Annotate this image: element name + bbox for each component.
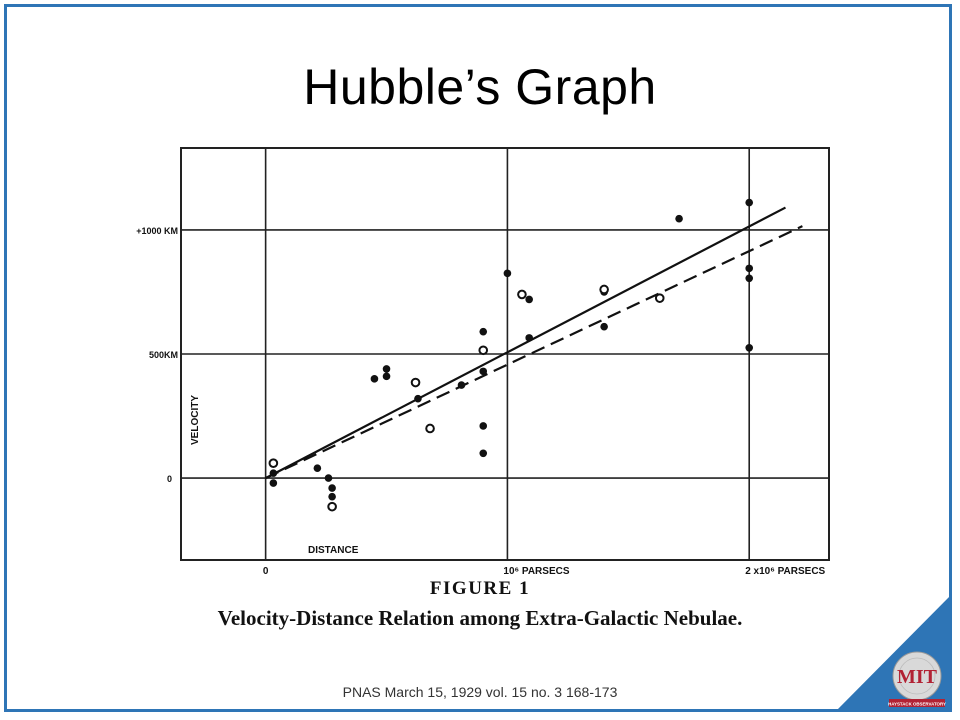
y-tick-label: 0 bbox=[167, 474, 172, 484]
data-point-filled bbox=[324, 474, 333, 482]
data-point-filled bbox=[525, 334, 533, 342]
data-point-filled bbox=[328, 484, 336, 492]
data-point-filled bbox=[745, 264, 754, 273]
data-point-open bbox=[425, 423, 435, 434]
data-point-filled bbox=[414, 394, 422, 403]
data-point-filled bbox=[479, 449, 488, 458]
data-point-open bbox=[654, 293, 665, 303]
data-point-open bbox=[517, 289, 527, 300]
data-point-filled bbox=[745, 198, 754, 207]
data-point-open bbox=[599, 284, 609, 295]
data-point-filled bbox=[457, 381, 466, 389]
dashed-fit-line bbox=[265, 225, 803, 480]
data-point-filled bbox=[328, 492, 336, 501]
data-point-filled bbox=[675, 214, 683, 223]
slide-frame bbox=[4, 4, 952, 712]
data-point-filled bbox=[525, 295, 533, 304]
y-tick-label: +1000 KM bbox=[136, 226, 178, 236]
data-point-filled bbox=[479, 422, 488, 430]
data-point-filled bbox=[745, 274, 754, 283]
data-point-open bbox=[410, 377, 421, 388]
x-tick-label: 2 x10⁶ PARSECS bbox=[745, 566, 825, 577]
svg-text:MIT: MIT bbox=[897, 666, 938, 688]
data-point-open bbox=[268, 458, 279, 469]
data-point-filled bbox=[269, 479, 278, 487]
data-point-open bbox=[327, 501, 337, 512]
data-point-filled bbox=[382, 372, 391, 381]
mit-haystack-logo: MIT HAYSTACK OBSERVATORY bbox=[888, 651, 946, 707]
data-point-filled bbox=[269, 469, 278, 477]
citation-text: PNAS March 15, 1929 vol. 15 no. 3 168-17… bbox=[342, 684, 618, 700]
data-point-filled bbox=[370, 375, 379, 383]
figure-label: FIGURE 1 bbox=[429, 578, 531, 599]
data-point-filled bbox=[479, 367, 488, 376]
figure-caption: Velocity-Distance Relation among Extra-G… bbox=[217, 606, 743, 630]
data-point-filled bbox=[745, 343, 754, 352]
x-tick-label: 0 bbox=[263, 566, 269, 577]
svg-text:HAYSTACK OBSERVATORY: HAYSTACK OBSERVATORY bbox=[888, 702, 946, 707]
data-point-filled bbox=[313, 464, 322, 472]
slide-title: Hubble’s Graph bbox=[303, 59, 657, 115]
x-tick-label: 10⁶ PARSECS bbox=[503, 566, 569, 577]
data-point-filled bbox=[382, 365, 391, 373]
y-tick-label: 500KM bbox=[149, 350, 178, 360]
data-point-filled bbox=[600, 322, 608, 331]
x-axis-label: DISTANCE bbox=[308, 545, 359, 556]
data-point-filled bbox=[479, 327, 488, 336]
data-point-open bbox=[478, 345, 489, 356]
data-point-filled bbox=[503, 269, 512, 278]
y-axis-label: VELOCITY bbox=[190, 395, 201, 445]
solid-fit-line bbox=[265, 206, 786, 480]
